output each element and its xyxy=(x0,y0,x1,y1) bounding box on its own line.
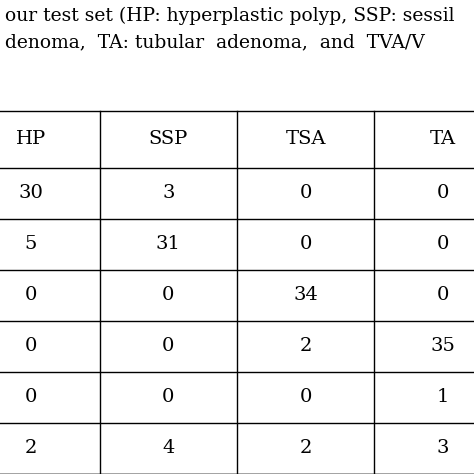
Text: our test set (HP: hyperplastic polyp, SSP: sessil: our test set (HP: hyperplastic polyp, SS… xyxy=(5,7,454,26)
Text: 30: 30 xyxy=(18,184,43,202)
Text: denoma,  TA: tubular  adenoma,  and  TVA/V: denoma, TA: tubular adenoma, and TVA/V xyxy=(5,33,425,51)
Text: 1: 1 xyxy=(437,388,449,406)
Text: 0: 0 xyxy=(25,388,37,406)
Text: 0: 0 xyxy=(162,388,174,406)
Text: 0: 0 xyxy=(437,286,449,304)
Text: 35: 35 xyxy=(431,337,456,356)
Text: 31: 31 xyxy=(156,235,181,253)
Text: 5: 5 xyxy=(25,235,37,253)
Text: 4: 4 xyxy=(162,439,174,457)
Text: TSA: TSA xyxy=(285,130,326,148)
Text: 0: 0 xyxy=(300,235,312,253)
Text: 0: 0 xyxy=(437,235,449,253)
Text: 0: 0 xyxy=(25,337,37,356)
Text: SSP: SSP xyxy=(148,130,188,148)
Text: TA: TA xyxy=(430,130,456,148)
Text: 2: 2 xyxy=(25,439,37,457)
Text: 0: 0 xyxy=(300,184,312,202)
Text: 0: 0 xyxy=(300,388,312,406)
Text: 3: 3 xyxy=(162,184,174,202)
Text: 0: 0 xyxy=(437,184,449,202)
Text: HP: HP xyxy=(16,130,46,148)
Text: 2: 2 xyxy=(300,337,312,356)
Text: 3: 3 xyxy=(437,439,449,457)
Text: 0: 0 xyxy=(162,337,174,356)
Text: 2: 2 xyxy=(300,439,312,457)
Text: 34: 34 xyxy=(293,286,318,304)
Text: 0: 0 xyxy=(25,286,37,304)
Text: 0: 0 xyxy=(162,286,174,304)
